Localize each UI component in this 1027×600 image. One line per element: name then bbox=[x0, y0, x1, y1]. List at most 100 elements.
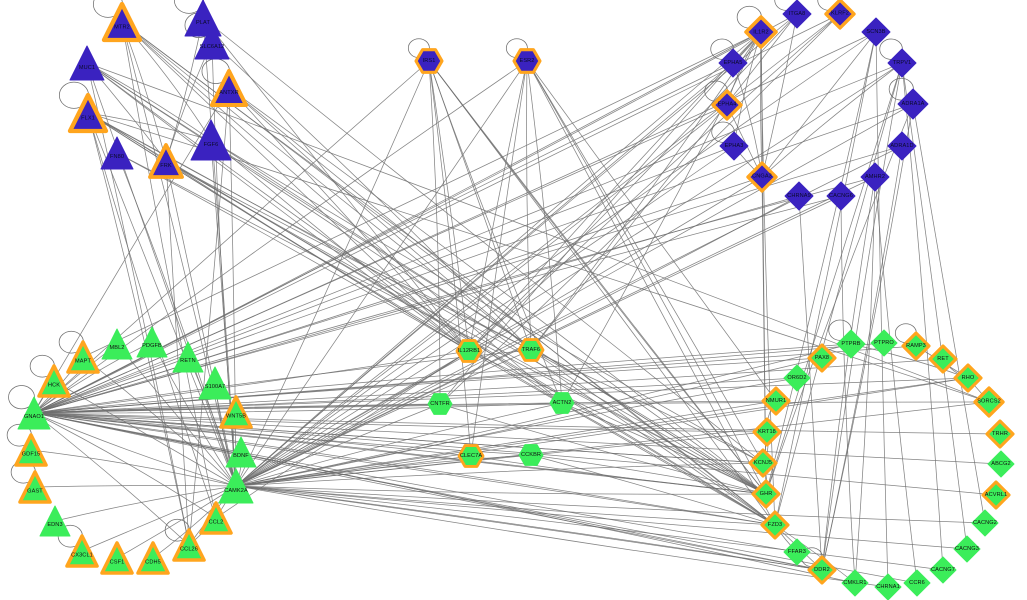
graph-node-adra1a[interactable]: ADRA1A bbox=[896, 87, 930, 121]
graph-edge bbox=[116, 152, 237, 487]
graph-edge bbox=[235, 402, 563, 487]
graph-edge bbox=[530, 13, 798, 351]
graph-node-flx1[interactable]: FLX1 bbox=[65, 90, 112, 137]
graph-edge bbox=[33, 62, 734, 414]
graph-node-frk[interactable]: FRK bbox=[145, 140, 187, 182]
graph-node-il1r2[interactable]: IL1R2 bbox=[741, 12, 780, 51]
graph-node-traf6[interactable]: TRAF6 bbox=[515, 334, 547, 366]
graph-node-cmklr1[interactable]: CMKLR1 bbox=[840, 568, 870, 598]
graph-node-cacng7[interactable]: CACNG7 bbox=[928, 555, 958, 585]
graph-edge bbox=[33, 412, 767, 495]
graph-node-cckbr[interactable]: CCKBR bbox=[517, 441, 545, 469]
graph-node-kcnj5[interactable]: KCNJ5 bbox=[746, 446, 780, 480]
graph-node-klrf2[interactable]: KLRF2 bbox=[822, 0, 859, 32]
graph-node-clec7a[interactable]: CLEC7A bbox=[455, 440, 487, 472]
graph-node-slc6a12[interactable]: SLC6A12 bbox=[193, 23, 231, 61]
graph-node-scn3b[interactable]: SCN3B bbox=[860, 16, 892, 48]
graph-edge bbox=[202, 17, 470, 352]
graph-edge bbox=[235, 62, 903, 487]
graph-node-chrna9[interactable]: CHRNA9 bbox=[783, 180, 815, 212]
graph-edge bbox=[439, 31, 762, 405]
graph-node-gdf15[interactable]: GDF15 bbox=[11, 430, 50, 469]
graph-node-amhr2[interactable]: AMHR2 bbox=[859, 161, 891, 193]
graph-edge bbox=[235, 403, 441, 487]
graph-node-adra1d[interactable]: ADRA1D bbox=[886, 130, 918, 162]
graph-edge bbox=[210, 139, 767, 495]
graph-edge bbox=[33, 341, 153, 414]
graph-edge bbox=[235, 485, 986, 524]
graph-node-sorcs2[interactable]: SORCS2 bbox=[971, 384, 1008, 421]
graph-node-krt18[interactable]: KRT18 bbox=[750, 415, 784, 449]
graph-edge bbox=[765, 62, 903, 495]
graph-node-il12rb1[interactable]: IL12RB1 bbox=[453, 335, 485, 367]
graph-node-itga8[interactable]: ITGA8 bbox=[781, 0, 813, 30]
graph-edge bbox=[210, 139, 470, 352]
graph-edge bbox=[33, 412, 217, 519]
graph-node-mbl2[interactable]: MBL2 bbox=[100, 327, 134, 361]
graph-node-wnt5b[interactable]: WNT5B bbox=[216, 392, 255, 431]
graph-edge bbox=[228, 87, 470, 352]
graph-node-epha4[interactable]: EPHA4 bbox=[709, 87, 746, 124]
graph-node-epha3[interactable]: EPHA3 bbox=[718, 130, 750, 162]
graph-edge bbox=[235, 377, 969, 487]
graph-node-cnga3[interactable]: CNGA3 bbox=[744, 159, 781, 196]
graph-edge bbox=[33, 60, 528, 414]
graph-edge bbox=[33, 412, 997, 496]
graph-node-antxr[interactable]: ANTXR bbox=[207, 66, 251, 110]
graph-edge bbox=[798, 195, 823, 571]
graph-edge bbox=[33, 412, 856, 584]
graph-edge bbox=[228, 87, 767, 495]
graph-edge bbox=[439, 13, 841, 405]
graph-node-ptpro[interactable]: PTPRO bbox=[869, 328, 899, 358]
graph-node-ccl26[interactable]: CCL26 bbox=[169, 525, 208, 564]
graph-edge bbox=[235, 485, 767, 495]
graph-edge bbox=[821, 145, 903, 571]
graph-node-ptprb[interactable]: PTPRB bbox=[835, 328, 867, 360]
graph-node-chrna1[interactable]: CHRNA1 bbox=[873, 572, 903, 600]
graph-edge bbox=[33, 412, 776, 526]
graph-edge bbox=[901, 62, 968, 550]
graph-edge bbox=[116, 152, 470, 352]
graph-node-gnao1[interactable]: GNAO1 bbox=[16, 395, 52, 431]
graph-node-epha5[interactable]: EPHA5 bbox=[717, 47, 749, 79]
graph-node-mtr2[interactable]: MTR2 bbox=[99, 0, 146, 45]
graph-node-pdgfb[interactable]: PDGFB bbox=[135, 325, 169, 359]
graph-node-fgf6[interactable]: FGF6 bbox=[189, 118, 233, 162]
graph-edge bbox=[526, 60, 563, 404]
graph-edge bbox=[151, 341, 237, 487]
graph-node-fn80[interactable]: FN80 bbox=[99, 135, 135, 171]
graph-edge bbox=[33, 412, 768, 433]
graph-node-ghr[interactable]: GHR bbox=[749, 477, 783, 511]
graph-node-trhr[interactable]: TRHR bbox=[983, 417, 1017, 451]
graph-node-ccr6[interactable]: CCR6 bbox=[902, 568, 932, 598]
graph-edge bbox=[33, 145, 735, 414]
graph-edge bbox=[121, 21, 532, 351]
graph-edge bbox=[33, 412, 764, 464]
graph-node-trpv1[interactable]: TRPV1 bbox=[886, 47, 918, 79]
graph-node-cx3cl1[interactable]: CX3CL1 bbox=[62, 531, 101, 570]
graph-node-esr2[interactable]: ESR2 bbox=[510, 44, 544, 78]
graph-node-abcg2[interactable]: ABCG2 bbox=[986, 449, 1016, 479]
graph-node-cdh5[interactable]: CDH5 bbox=[133, 538, 172, 577]
graph-edge bbox=[33, 402, 563, 414]
graph-node-ddr2[interactable]: DDR2 bbox=[805, 553, 839, 587]
graph-edge bbox=[235, 60, 430, 487]
graph-edge bbox=[33, 104, 728, 414]
graph-node-irs1[interactable]: IRS1 bbox=[412, 44, 446, 78]
graph-node-muc1[interactable]: MUC1 bbox=[68, 44, 106, 82]
graph-edge bbox=[33, 412, 1001, 435]
graph-node-csf1[interactable]: CSF1 bbox=[97, 538, 136, 577]
graph-edge bbox=[530, 349, 767, 495]
graph-node-bdnf[interactable]: BDNF bbox=[224, 435, 258, 469]
graph-node-gast[interactable]: GAST bbox=[15, 467, 54, 506]
graph-node-actn2[interactable]: ACTN2 bbox=[548, 389, 576, 417]
graph-node-nmur1[interactable]: NMUR1 bbox=[759, 384, 793, 418]
graph-edge bbox=[235, 485, 889, 588]
graph-node-acvrl1[interactable]: ACVRL1 bbox=[979, 478, 1013, 512]
graph-node-cacng6[interactable]: CACNG6 bbox=[825, 180, 857, 212]
graph-edge bbox=[87, 112, 532, 351]
graph-node-cntfr[interactable]: CNTFR bbox=[426, 390, 454, 418]
graph-edge bbox=[530, 454, 767, 495]
